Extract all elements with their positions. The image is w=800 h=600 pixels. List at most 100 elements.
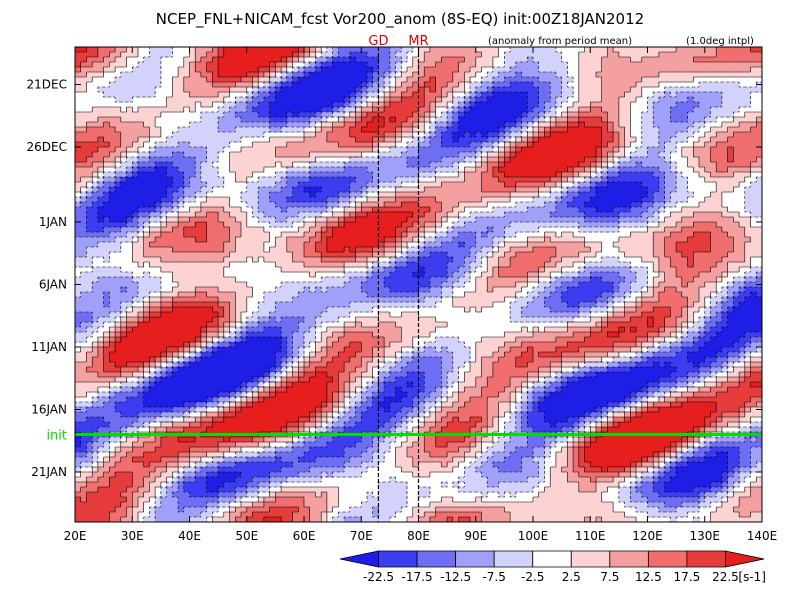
heatmap-cell bbox=[80, 157, 87, 163]
heatmap-cell bbox=[658, 117, 666, 123]
heatmap-cell bbox=[275, 62, 282, 68]
heatmap-cell bbox=[481, 277, 488, 283]
heatmap-cell bbox=[544, 257, 551, 263]
heatmap-cell bbox=[464, 192, 471, 198]
heatmap-cell bbox=[470, 97, 477, 103]
heatmap-cell bbox=[664, 172, 671, 178]
heatmap-cell bbox=[555, 257, 563, 263]
heatmap-cell bbox=[710, 117, 717, 123]
heatmap-cell bbox=[178, 87, 185, 93]
heatmap-cell bbox=[97, 272, 105, 278]
heatmap-cell bbox=[630, 62, 637, 68]
heatmap-cell bbox=[676, 117, 683, 123]
heatmap-cell bbox=[366, 267, 374, 273]
heatmap-cell bbox=[470, 127, 477, 133]
heatmap-cell bbox=[618, 57, 626, 63]
heatmap-cell bbox=[395, 222, 402, 228]
heatmap-cell bbox=[172, 162, 179, 168]
heatmap-cell bbox=[435, 197, 442, 203]
heatmap-cell bbox=[618, 272, 626, 278]
heatmap-cell bbox=[452, 112, 459, 118]
heatmap-cell bbox=[172, 217, 179, 223]
heatmap-cell bbox=[555, 222, 563, 228]
heatmap-cell bbox=[498, 277, 505, 283]
heatmap-cell bbox=[395, 52, 402, 58]
heatmap-cell bbox=[401, 52, 408, 58]
heatmap-cell bbox=[550, 252, 557, 258]
heatmap-cell bbox=[321, 87, 328, 93]
heatmap-cell bbox=[727, 97, 734, 103]
heatmap-cell bbox=[97, 237, 105, 243]
heatmap-cell bbox=[137, 172, 145, 178]
heatmap-cell bbox=[355, 277, 362, 283]
heatmap-cell bbox=[326, 112, 334, 118]
heatmap-cell bbox=[510, 277, 517, 283]
heatmap-cell bbox=[693, 122, 700, 128]
heatmap-cell bbox=[252, 57, 259, 63]
heatmap-cell bbox=[487, 197, 494, 203]
heatmap-cell bbox=[676, 252, 683, 258]
heatmap-cell bbox=[595, 172, 603, 178]
heatmap-cell bbox=[664, 152, 671, 158]
heatmap-cell bbox=[739, 227, 746, 233]
heatmap-cell bbox=[103, 192, 110, 198]
heatmap-cell bbox=[658, 167, 666, 173]
heatmap-cell bbox=[92, 132, 99, 138]
heatmap-cell bbox=[366, 207, 374, 213]
heatmap-cell bbox=[384, 107, 391, 113]
heatmap-cell bbox=[223, 72, 230, 78]
heatmap-cell bbox=[160, 152, 168, 158]
heatmap-cell bbox=[315, 87, 322, 93]
heatmap-cell bbox=[137, 227, 145, 233]
heatmap-cell bbox=[584, 182, 591, 188]
heatmap-cell bbox=[349, 187, 356, 193]
heatmap-cell bbox=[504, 262, 511, 268]
heatmap-cell bbox=[710, 262, 717, 268]
heatmap-cell bbox=[292, 267, 299, 273]
heatmap-cell bbox=[578, 197, 585, 203]
heatmap-cell bbox=[292, 237, 299, 243]
heatmap-cell bbox=[281, 187, 288, 193]
heatmap-cell bbox=[115, 227, 122, 233]
heatmap-cell bbox=[481, 172, 488, 178]
heatmap-cell bbox=[183, 97, 190, 103]
heatmap-cell bbox=[292, 252, 299, 258]
heatmap-cell bbox=[378, 207, 385, 213]
heatmap-cell bbox=[132, 112, 139, 118]
heatmap-cell bbox=[384, 102, 391, 108]
heatmap-cell bbox=[183, 102, 190, 108]
heatmap-cell bbox=[721, 82, 729, 88]
heatmap-cell bbox=[464, 152, 471, 158]
heatmap-cell bbox=[338, 257, 345, 263]
heatmap-cell bbox=[693, 127, 700, 133]
heatmap-cell bbox=[126, 162, 133, 168]
heatmap-cell bbox=[326, 282, 334, 288]
heatmap-cell bbox=[567, 187, 574, 193]
heatmap-cell bbox=[252, 167, 259, 173]
heatmap-cell bbox=[97, 242, 105, 248]
heatmap-cell bbox=[355, 167, 362, 173]
heatmap-cell bbox=[464, 57, 471, 63]
heatmap-cell bbox=[155, 227, 162, 233]
heatmap-cell bbox=[366, 137, 374, 143]
heatmap-cell bbox=[538, 257, 545, 263]
heatmap-cell bbox=[641, 67, 648, 73]
heatmap-cell bbox=[378, 122, 385, 128]
heatmap-cell bbox=[206, 92, 213, 98]
heatmap-cell bbox=[246, 97, 253, 103]
heatmap-cell bbox=[200, 77, 208, 83]
heatmap-cell bbox=[212, 127, 219, 133]
heatmap-cell bbox=[120, 177, 127, 183]
heatmap-cell bbox=[115, 62, 122, 68]
heatmap-cell bbox=[636, 57, 643, 63]
heatmap-cell bbox=[584, 162, 591, 168]
heatmap-cell bbox=[470, 192, 477, 198]
heatmap-cell bbox=[178, 227, 185, 233]
heatmap-cell bbox=[641, 167, 648, 173]
heatmap-cell bbox=[149, 257, 156, 263]
heatmap-cell bbox=[475, 197, 482, 203]
heatmap-cell bbox=[326, 237, 334, 243]
heatmap-cell bbox=[475, 222, 482, 228]
heatmap-cell bbox=[338, 152, 345, 158]
heatmap-cell bbox=[120, 172, 127, 178]
